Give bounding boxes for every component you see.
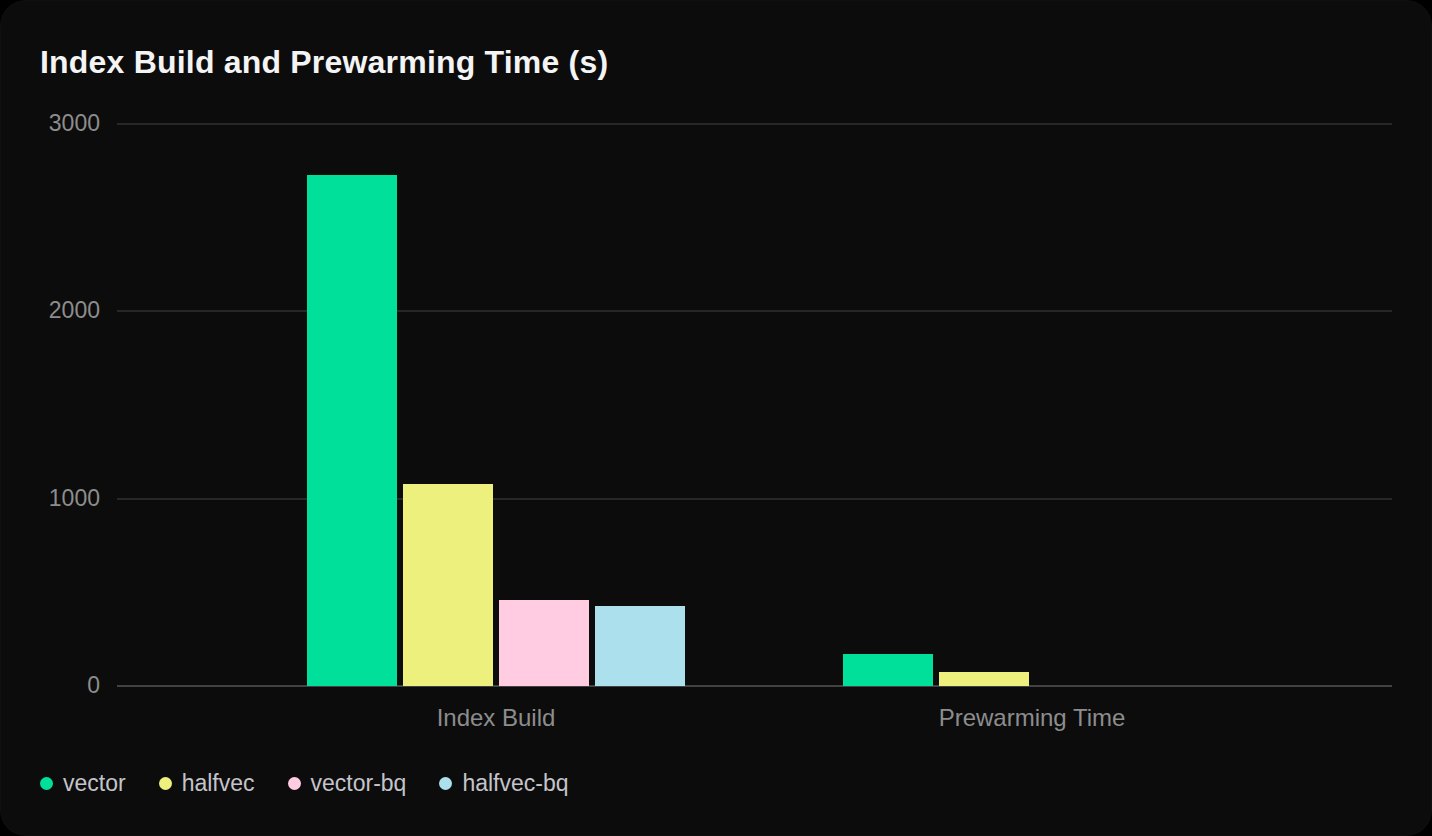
bar-halfvec-prewarming-time[interactable]: [939, 672, 1029, 686]
legend-label-halfvec: halfvec: [182, 770, 255, 797]
legend-dot-vector-bq-icon: [288, 777, 301, 790]
y-tick-3000: 3000: [0, 110, 100, 137]
legend-dot-halfvec-bq-icon: [439, 777, 452, 790]
y-tick-2000: 2000: [0, 297, 100, 324]
chart-card: Index Build and Prewarming Time (s) 0100…: [0, 0, 1432, 836]
plot-area: 0 1000 2000 3000 Index Build Prewarming Time: [0, 0, 1432, 836]
legend-label-vector: vector: [63, 770, 126, 797]
x-label-prewarming-time: Prewarming Time: [939, 704, 1126, 732]
legend-item-halfvec[interactable]: halfvec: [159, 770, 255, 797]
legend-item-vector[interactable]: vector: [40, 770, 126, 797]
x-label-index-build: Index Build: [437, 704, 556, 732]
bar-halfvec-index-build[interactable]: [403, 484, 493, 686]
y-tick-1000: 1000: [0, 485, 100, 512]
legend-dot-vector-icon: [40, 777, 53, 790]
bar-vector-bq-index-build[interactable]: [499, 600, 589, 686]
bar-vector-prewarming-time[interactable]: [843, 654, 933, 686]
legend-label-halfvec-bq: halfvec-bq: [462, 770, 568, 797]
legend-label-vector-bq: vector-bq: [311, 770, 407, 797]
legend-item-halfvec-bq[interactable]: halfvec-bq: [439, 770, 568, 797]
legend: vector halfvec vector-bq halfvec-bq: [40, 770, 569, 797]
legend-item-vector-bq[interactable]: vector-bq: [288, 770, 407, 797]
legend-dot-halfvec-icon: [159, 777, 172, 790]
bar-vector-index-build[interactable]: [307, 175, 397, 686]
y-tick-0: 0: [0, 672, 100, 699]
gridline-3000: [117, 123, 1392, 125]
bar-halfvec-bq-index-build[interactable]: [595, 606, 685, 686]
